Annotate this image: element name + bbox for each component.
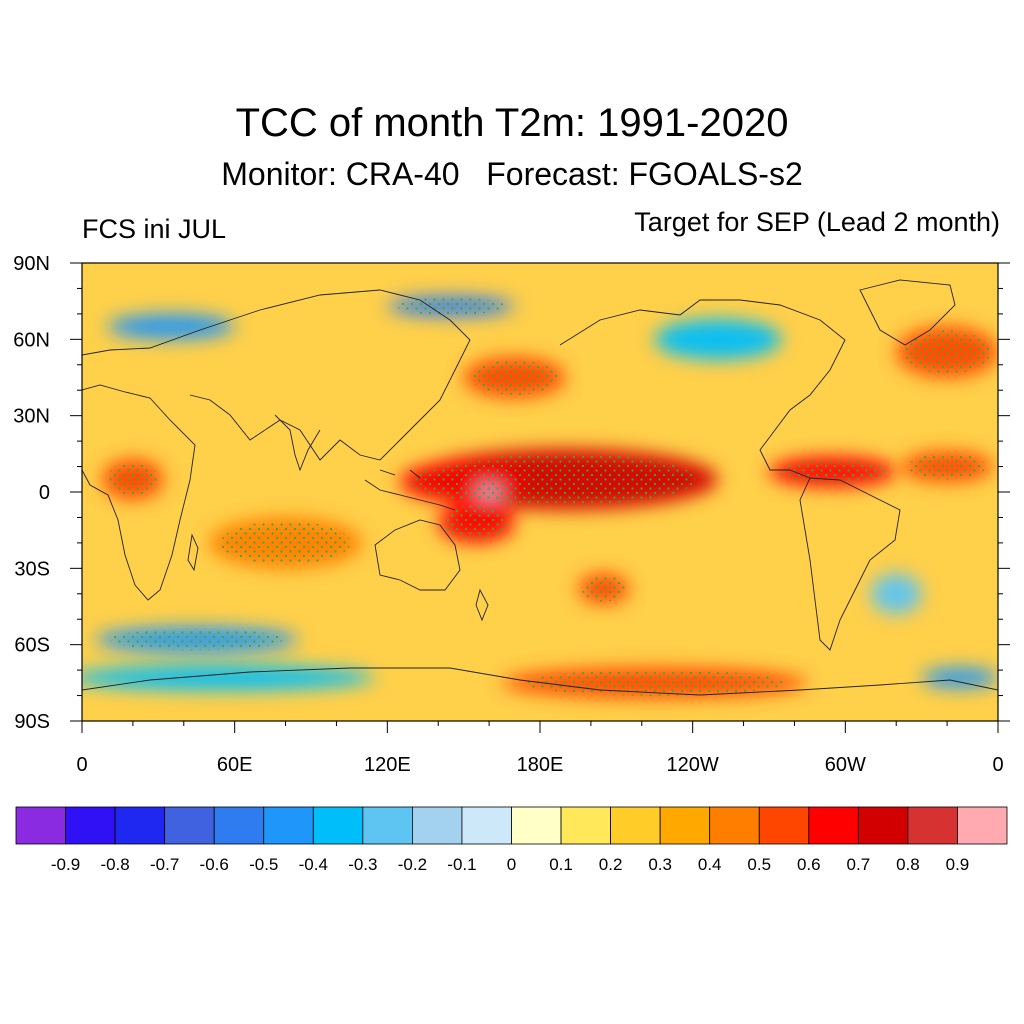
coastline-new-zealand — [475, 588, 489, 622]
colorbar: -0.9 -0.8 -0.7 -0.6 -0.5 -0.4 -0.3 -0.2 -0.1 0 0.1… — [15, 806, 1008, 874]
colorbar-label: 0.3 — [648, 855, 672, 874]
colorbar-label: -0.3 — [348, 855, 377, 874]
colorbar-box — [65, 806, 116, 845]
stipple-region-3 — [581, 575, 626, 602]
initialization-label: FCS ini JUL — [82, 214, 227, 244]
coastline-madagascar — [187, 533, 199, 572]
colorbar-box — [610, 806, 661, 845]
colorbar-label: -0.1 — [447, 855, 476, 874]
colorbar-label: -0.9 — [51, 855, 80, 874]
x-tick-label: 0 — [992, 754, 1003, 776]
colorbar-box — [857, 806, 909, 845]
colorbar-box — [164, 806, 215, 845]
colorbar-box — [511, 806, 562, 845]
colorbar-box — [312, 806, 364, 845]
y-tick-label: 60S — [14, 635, 50, 657]
colorbar-box — [560, 806, 611, 845]
coastline-maritime-continent — [364, 469, 456, 511]
stipple-region-10 — [220, 521, 351, 565]
colorbar-box — [15, 806, 66, 845]
stipple-region-11 — [109, 628, 284, 651]
colorbar-label: -0.2 — [398, 855, 427, 874]
y-tick-label: 90S — [14, 711, 50, 733]
colorbar-label: 0.5 — [747, 855, 771, 874]
colorbar-box — [808, 806, 859, 845]
coastline-eurasia — [82, 289, 471, 461]
colorbar-box — [709, 806, 760, 845]
stipple-region-9 — [524, 669, 785, 696]
coastline-australia — [374, 519, 461, 591]
stipple-region-6 — [908, 453, 987, 480]
colorbar-box — [758, 806, 810, 845]
colorbar-label: 0 — [507, 855, 516, 874]
colorbar-label: 0.9 — [946, 855, 970, 874]
coastline-south-america — [799, 477, 901, 651]
field-region-14 — [107, 313, 235, 340]
colorbar-label: 0.2 — [599, 855, 623, 874]
colorbar-box — [907, 806, 958, 845]
x-tick-label: 180E — [517, 754, 564, 776]
coastline-africa — [82, 384, 196, 601]
colorbar-label: -0.5 — [249, 855, 278, 874]
x-tick-label: 60W — [825, 754, 866, 776]
colorbar-label: -0.8 — [100, 855, 129, 874]
colorbar-box — [957, 806, 1008, 845]
colorbar-box — [213, 806, 265, 845]
map-axes: 90N 60N 30N 0 30S 60S 90S 0 60E 120E 180E 120W 60W 0 — [13, 253, 1010, 776]
coastline-antarctica — [82, 667, 998, 696]
field-region-17 — [870, 573, 922, 615]
coastline-india — [274, 414, 321, 472]
plot-subtitle: Monitor: CRA-40 Forecast: FGOALS-s2 — [221, 156, 803, 192]
stipple-region-4 — [106, 461, 159, 497]
x-tick-label: 120E — [364, 754, 411, 776]
stipple-region-8 — [471, 360, 558, 395]
colorbar-box — [461, 806, 512, 845]
colorbar-box — [411, 806, 463, 845]
colorbar-label: 0.6 — [797, 855, 821, 874]
y-tick-label: 90N — [13, 253, 50, 275]
colorbar-box — [263, 806, 314, 845]
target-label: Target for SEP (Lead 2 month) — [634, 207, 1000, 237]
field-region-15 — [654, 318, 782, 360]
y-tick-label: 60N — [13, 329, 50, 351]
coastlines — [82, 279, 998, 696]
x-tick-label: 0 — [76, 754, 87, 776]
coastline-greenland — [859, 279, 956, 346]
significance-stippling — [106, 297, 991, 696]
x-tick-label: 60E — [217, 754, 253, 776]
stipple-region-1 — [409, 464, 518, 500]
field-region-12 — [82, 665, 375, 691]
colorbar-label: 0.8 — [896, 855, 920, 874]
stipple-region-13 — [396, 297, 506, 315]
colorbar-box — [659, 806, 711, 845]
coastline-north-america — [559, 299, 846, 479]
colorbar-label: -0.7 — [150, 855, 179, 874]
stipple-region-5 — [778, 458, 887, 485]
colorbar-label: -0.6 — [200, 855, 229, 874]
colorbar-label: -0.4 — [299, 855, 328, 874]
colorbar-box — [362, 806, 413, 845]
colorbar-label: 0.7 — [847, 855, 871, 874]
colorbar-label: 0.1 — [549, 855, 573, 874]
colorbar-box — [114, 806, 166, 845]
field-region-16 — [921, 667, 998, 688]
plot-title: TCC of month T2m: 1991-2020 — [235, 101, 789, 145]
y-tick-label: 30N — [13, 406, 50, 428]
map-area — [81, 262, 999, 722]
stipple-region-7 — [903, 330, 991, 374]
y-tick-label: 0 — [39, 482, 50, 504]
stipple-region-2 — [443, 505, 509, 540]
x-tick-label: 120W — [667, 754, 719, 776]
colorbar-label: 0.4 — [698, 855, 722, 874]
y-tick-label: 30S — [14, 558, 50, 580]
